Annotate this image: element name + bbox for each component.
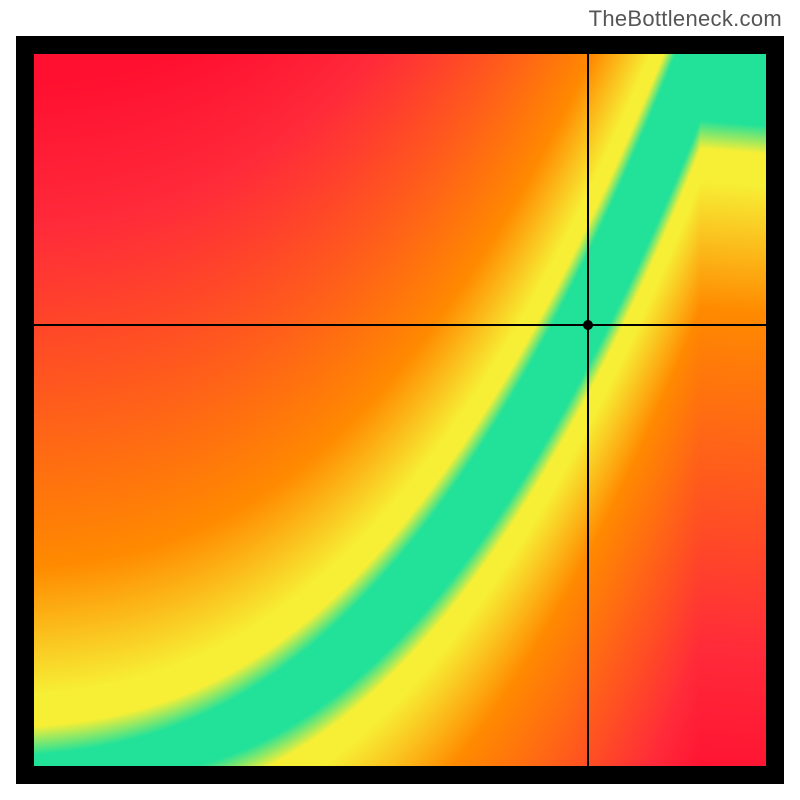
- watermark-text: TheBottleneck.com: [589, 6, 782, 32]
- plot-frame: [16, 36, 784, 784]
- crosshair-marker: [583, 320, 593, 330]
- root-container: TheBottleneck.com: [0, 0, 800, 800]
- crosshair-vertical: [587, 54, 589, 766]
- crosshair-horizontal: [34, 324, 766, 326]
- heatmap-canvas: [34, 54, 766, 766]
- plot-inner: [34, 54, 766, 766]
